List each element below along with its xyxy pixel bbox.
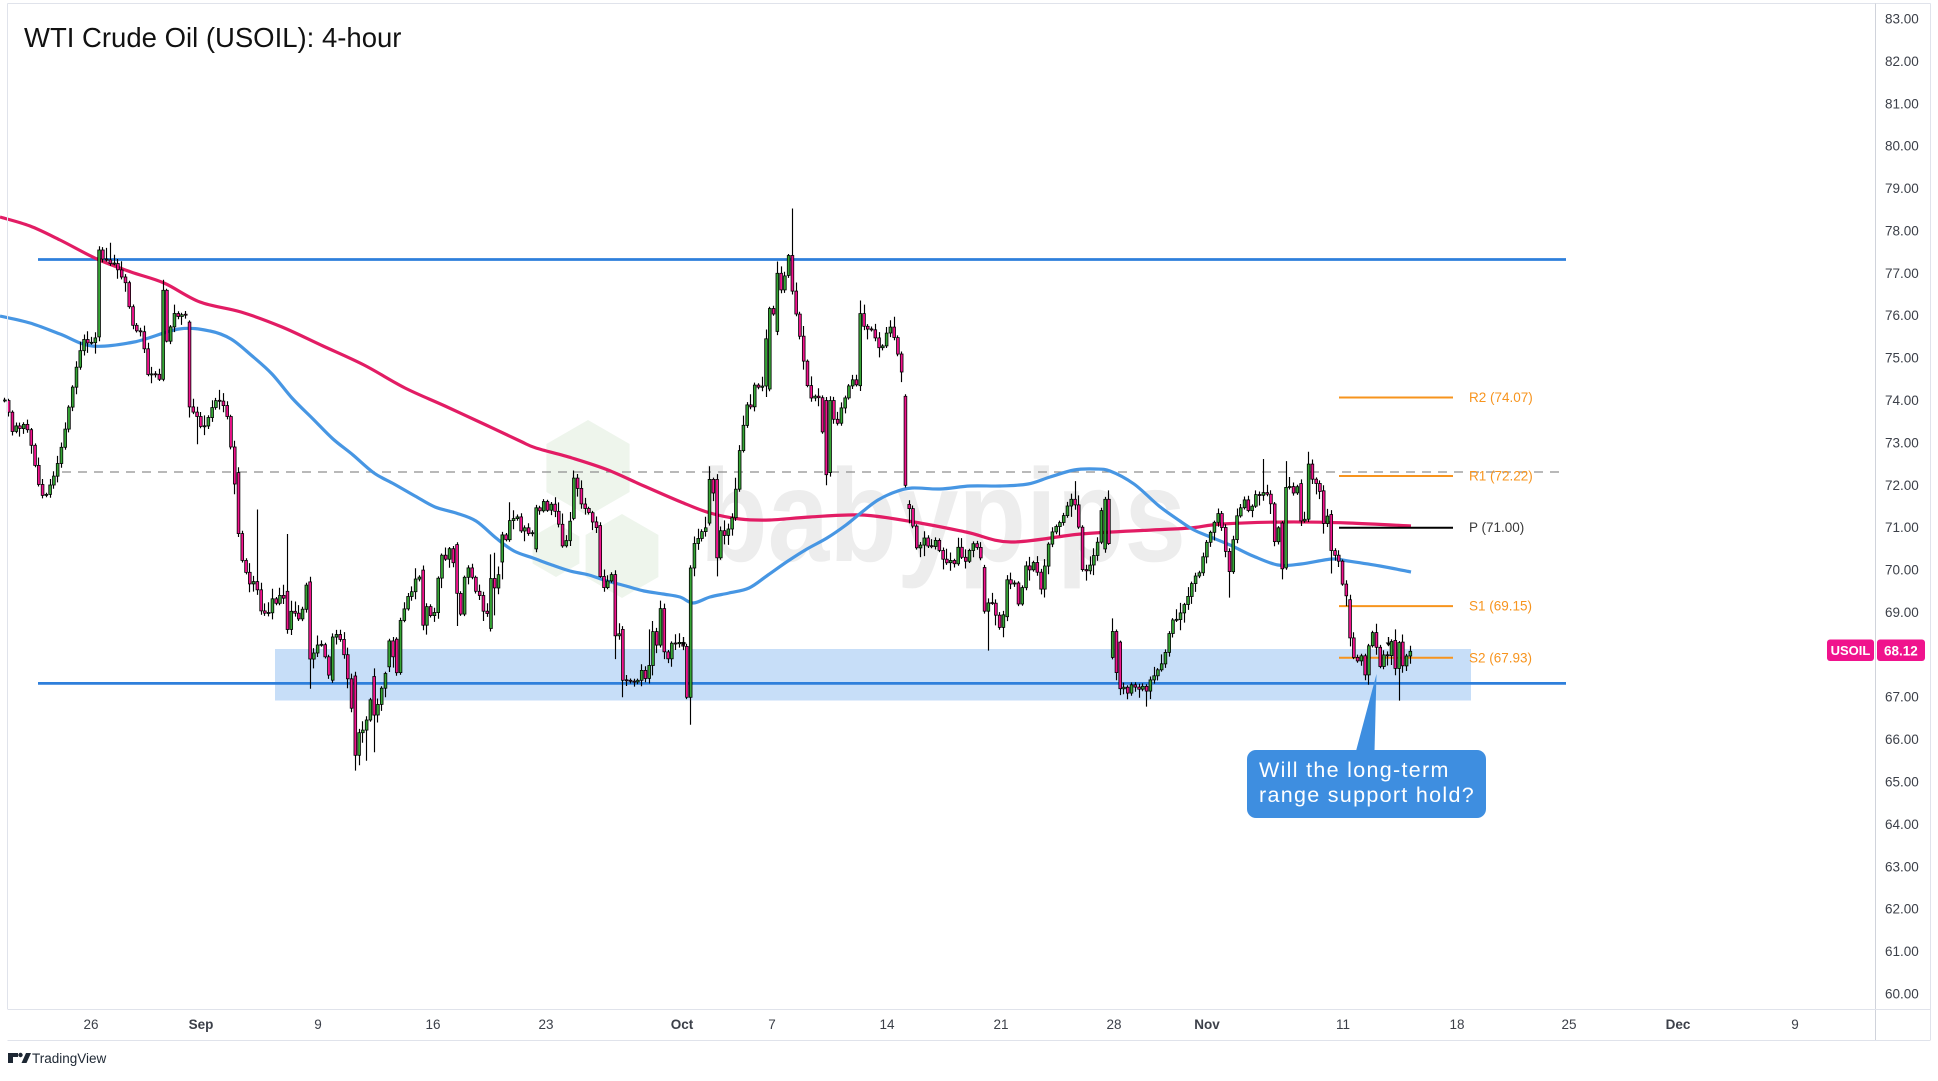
svg-text:79.00: 79.00 [1885,181,1919,196]
svg-text:62.00: 62.00 [1885,902,1919,917]
svg-text:7: 7 [768,1017,776,1032]
svg-text:67.00: 67.00 [1885,690,1919,705]
svg-text:74.00: 74.00 [1885,393,1919,408]
svg-text:28: 28 [1106,1017,1121,1032]
svg-text:Oct: Oct [671,1017,694,1032]
svg-text:78.00: 78.00 [1885,223,1919,238]
svg-text:S1 (69.15): S1 (69.15) [1469,599,1532,614]
svg-text:Nov: Nov [1194,1017,1220,1032]
svg-text:80.00: 80.00 [1885,139,1919,154]
svg-text:R2 (74.07): R2 (74.07) [1469,390,1533,405]
svg-text:71.00: 71.00 [1885,520,1919,535]
svg-text:16: 16 [425,1017,440,1032]
svg-text:S2 (67.93): S2 (67.93) [1469,650,1532,665]
svg-text:USOIL: USOIL [1831,643,1871,658]
svg-text:82.00: 82.00 [1885,54,1919,69]
svg-text:26: 26 [83,1017,98,1032]
svg-text:9: 9 [1791,1017,1799,1032]
svg-text:14: 14 [879,1017,895,1032]
svg-text:60.00: 60.00 [1885,987,1919,1002]
svg-text:TradingView: TradingView [32,1051,107,1066]
svg-text:77.00: 77.00 [1885,266,1919,281]
svg-text:69.00: 69.00 [1885,605,1919,620]
svg-text:66.00: 66.00 [1885,732,1919,747]
svg-text:25: 25 [1561,1017,1576,1032]
svg-text:76.00: 76.00 [1885,308,1919,323]
svg-text:23: 23 [538,1017,553,1032]
svg-text:65.00: 65.00 [1885,775,1919,790]
svg-text:18: 18 [1449,1017,1464,1032]
svg-text:Dec: Dec [1666,1017,1691,1032]
svg-text:WTI Crude Oil (USOIL): 4-hour: WTI Crude Oil (USOIL): 4-hour [24,22,401,53]
svg-text:11: 11 [1336,1017,1350,1032]
svg-text:70.00: 70.00 [1885,563,1919,578]
svg-text:range support hold?: range support hold? [1259,783,1475,807]
svg-text:81.00: 81.00 [1885,96,1919,111]
svg-text:75.00: 75.00 [1885,351,1919,366]
svg-text:9: 9 [314,1017,322,1032]
svg-text:R1 (72.22): R1 (72.22) [1469,469,1533,484]
svg-text:P (71.00): P (71.00) [1469,520,1524,535]
svg-text:21: 21 [993,1017,1008,1032]
svg-text:63.00: 63.00 [1885,859,1919,874]
svg-text:Will the long-term: Will the long-term [1259,758,1450,782]
svg-text:83.00: 83.00 [1885,12,1919,27]
svg-text:Sep: Sep [189,1017,214,1032]
svg-text:61.00: 61.00 [1885,944,1919,959]
svg-text:72.00: 72.00 [1885,478,1919,493]
svg-text:68.12: 68.12 [1884,644,1918,659]
svg-text:73.00: 73.00 [1885,435,1919,450]
svg-text:64.00: 64.00 [1885,817,1919,832]
